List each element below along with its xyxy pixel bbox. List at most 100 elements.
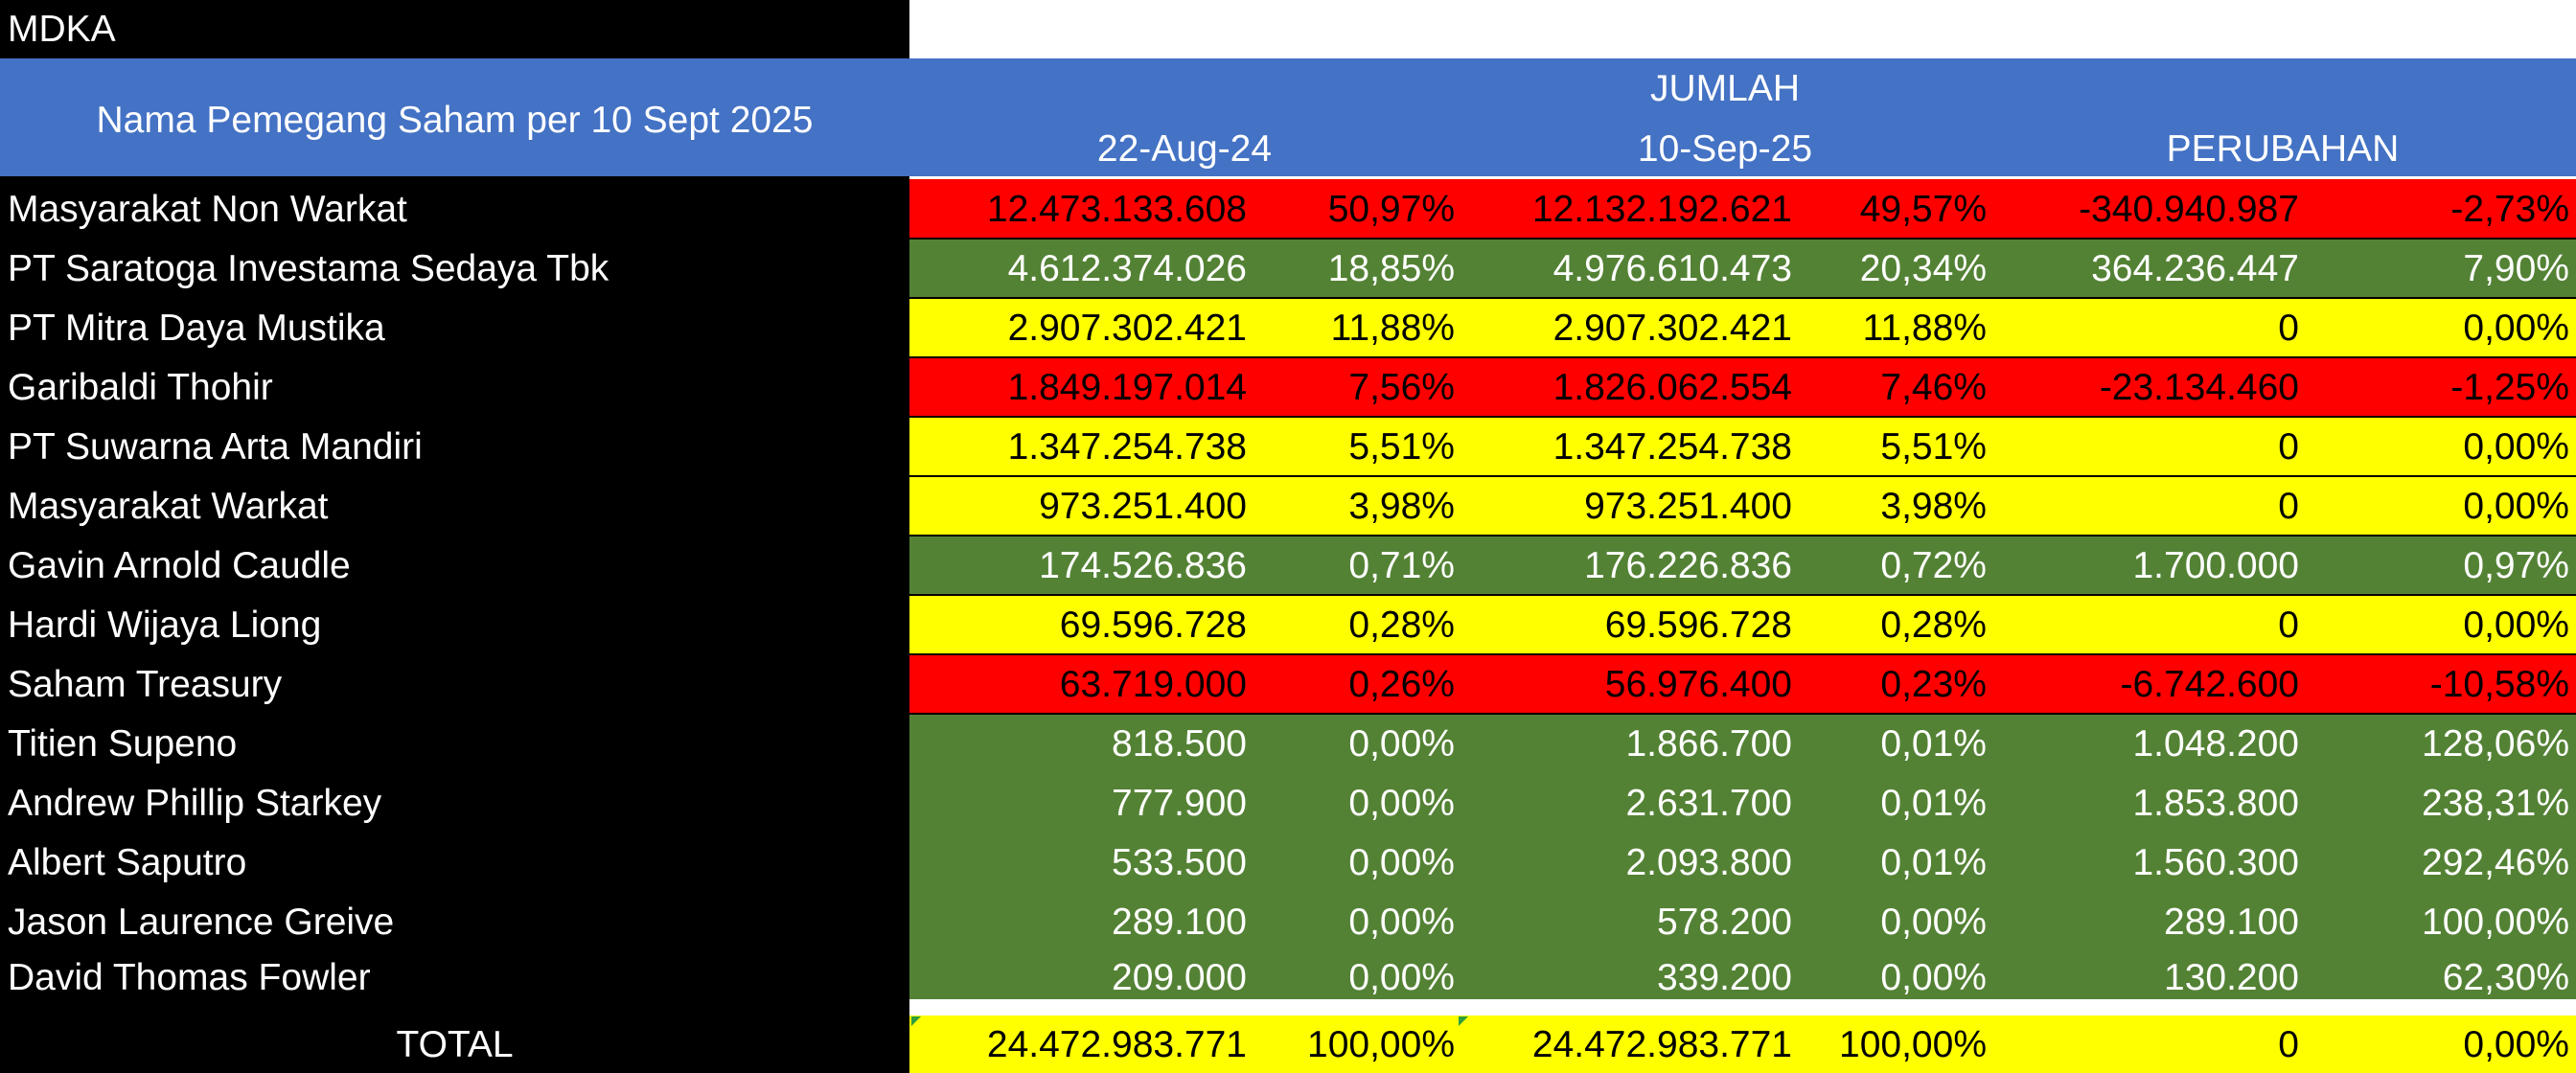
- change-value[interactable]: 0: [2278, 307, 2299, 349]
- change-value[interactable]: -23.134.460: [2099, 366, 2299, 408]
- shareholder-name[interactable]: PT Mitra Daya Mustika: [8, 307, 385, 349]
- pct-2024[interactable]: 5,51%: [1348, 425, 1455, 468]
- pct-2024[interactable]: 18,85%: [1327, 247, 1455, 289]
- pct-2024[interactable]: 0,00%: [1348, 841, 1455, 883]
- change-value[interactable]: 0: [2278, 604, 2299, 646]
- value-2025[interactable]: 2.631.700: [1625, 782, 1792, 824]
- shareholder-name[interactable]: PT Saratoga Investama Sedaya Tbk: [8, 247, 610, 289]
- pct-2025[interactable]: 100,00%: [1839, 1023, 1987, 1065]
- pct-2025[interactable]: 20,34%: [1859, 247, 1987, 289]
- shareholder-name[interactable]: Masyarakat Non Warkat: [8, 188, 407, 230]
- pct-2024[interactable]: 0,00%: [1348, 901, 1455, 943]
- value-2025[interactable]: 24.472.983.771: [1531, 1023, 1792, 1065]
- shareholder-name[interactable]: Masyarakat Warkat: [8, 485, 329, 527]
- change-pct[interactable]: 0,00%: [2463, 307, 2569, 349]
- pct-2025[interactable]: 0,28%: [1880, 604, 1987, 646]
- change-pct[interactable]: 238,31%: [2422, 782, 2569, 824]
- value-2025[interactable]: 2.907.302.421: [1552, 307, 1792, 349]
- pct-2025[interactable]: 0,72%: [1880, 544, 1987, 586]
- shareholder-name[interactable]: Saham Treasury: [8, 663, 283, 705]
- pct-2024[interactable]: 3,98%: [1348, 485, 1455, 527]
- pct-2025[interactable]: 0,00%: [1880, 957, 1987, 998]
- pct-2025[interactable]: 3,98%: [1880, 485, 1987, 527]
- value-2024[interactable]: 174.526.836: [1039, 544, 1247, 586]
- value-2025[interactable]: 1.347.254.738: [1552, 425, 1792, 468]
- change-value[interactable]: 0: [2278, 485, 2299, 527]
- pct-2024[interactable]: 0,26%: [1348, 663, 1455, 705]
- value-2024[interactable]: 533.500: [1112, 841, 1247, 883]
- value-2025[interactable]: 1.866.700: [1625, 722, 1792, 765]
- shareholder-name[interactable]: Garibaldi Thohir: [8, 366, 273, 408]
- value-2024[interactable]: 818.500: [1112, 722, 1247, 765]
- change-value[interactable]: -340.940.987: [2079, 188, 2299, 230]
- value-2024[interactable]: 69.596.728: [1059, 604, 1247, 646]
- shareholder-name[interactable]: Andrew Phillip Starkey: [8, 782, 382, 824]
- change-value[interactable]: -6.742.600: [2120, 663, 2300, 705]
- shareholder-name[interactable]: Jason Laurence Greive: [8, 901, 395, 943]
- change-pct[interactable]: 62,30%: [2442, 957, 2569, 998]
- change-value[interactable]: 0: [2278, 425, 2299, 468]
- shareholder-name[interactable]: Albert Saputro: [8, 841, 247, 883]
- value-2024[interactable]: 63.719.000: [1059, 663, 1247, 705]
- shareholder-name[interactable]: PT Suwarna Arta Mandiri: [8, 425, 423, 468]
- change-pct[interactable]: -2,73%: [2450, 188, 2569, 230]
- value-2025[interactable]: 176.226.836: [1584, 544, 1792, 586]
- value-2024[interactable]: 12.473.133.608: [986, 188, 1247, 230]
- value-2024[interactable]: 2.907.302.421: [1007, 307, 1247, 349]
- change-pct[interactable]: 292,46%: [2422, 841, 2569, 883]
- value-2025[interactable]: 56.976.400: [1604, 663, 1792, 705]
- value-2025[interactable]: 339.200: [1657, 957, 1792, 998]
- value-2025[interactable]: 1.826.062.554: [1552, 366, 1792, 408]
- value-2024[interactable]: 289.100: [1112, 901, 1247, 943]
- change-pct[interactable]: 100,00%: [2422, 901, 2569, 943]
- pct-2024[interactable]: 7,56%: [1348, 366, 1455, 408]
- pct-2025[interactable]: 0,01%: [1880, 722, 1987, 765]
- pct-2024[interactable]: 0,00%: [1348, 957, 1455, 998]
- value-2025[interactable]: 578.200: [1657, 901, 1792, 943]
- change-pct[interactable]: 0,00%: [2463, 604, 2569, 646]
- change-pct[interactable]: 128,06%: [2422, 722, 2569, 765]
- pct-2024[interactable]: 0,00%: [1348, 782, 1455, 824]
- change-value[interactable]: 289.100: [2164, 901, 2299, 943]
- change-pct[interactable]: 0,00%: [2463, 425, 2569, 468]
- value-2024[interactable]: 4.612.374.026: [1007, 247, 1247, 289]
- change-pct[interactable]: 7,90%: [2463, 247, 2569, 289]
- change-value[interactable]: 1.853.800: [2132, 782, 2299, 824]
- value-2025[interactable]: 12.132.192.621: [1531, 188, 1792, 230]
- value-2024[interactable]: 777.900: [1112, 782, 1247, 824]
- pct-2024[interactable]: 0,00%: [1348, 722, 1455, 765]
- value-2025[interactable]: 2.093.800: [1625, 841, 1792, 883]
- pct-2025[interactable]: 5,51%: [1880, 425, 1987, 468]
- change-value[interactable]: 1.048.200: [2132, 722, 2299, 765]
- value-2025[interactable]: 973.251.400: [1584, 485, 1792, 527]
- change-pct[interactable]: 0,97%: [2463, 544, 2569, 586]
- value-2025[interactable]: 69.596.728: [1604, 604, 1792, 646]
- value-2024[interactable]: 1.347.254.738: [1007, 425, 1247, 468]
- pct-2024[interactable]: 0,71%: [1348, 544, 1455, 586]
- pct-2025[interactable]: 7,46%: [1880, 366, 1987, 408]
- pct-2025[interactable]: 0,23%: [1880, 663, 1987, 705]
- shareholder-name[interactable]: Gavin Arnold Caudle: [8, 544, 351, 586]
- change-value[interactable]: 364.236.447: [2091, 247, 2299, 289]
- shareholder-name[interactable]: Hardi Wijaya Liong: [8, 604, 322, 646]
- change-pct[interactable]: 0,00%: [2463, 485, 2569, 527]
- change-value[interactable]: 1.700.000: [2132, 544, 2299, 586]
- shareholder-name[interactable]: Titien Supeno: [8, 722, 238, 765]
- pct-2025[interactable]: 0,00%: [1880, 901, 1987, 943]
- change-value[interactable]: 0: [2278, 1023, 2299, 1065]
- pct-2025[interactable]: 0,01%: [1880, 782, 1987, 824]
- value-2024[interactable]: 24.472.983.771: [986, 1023, 1247, 1065]
- pct-2024[interactable]: 50,97%: [1327, 188, 1455, 230]
- value-2024[interactable]: 1.849.197.014: [1007, 366, 1247, 408]
- pct-2024[interactable]: 11,88%: [1330, 307, 1455, 349]
- value-2024[interactable]: 209.000: [1112, 957, 1247, 998]
- pct-2025[interactable]: 11,88%: [1862, 307, 1987, 349]
- value-2025[interactable]: 4.976.610.473: [1552, 247, 1792, 289]
- change-value[interactable]: 1.560.300: [2132, 841, 2299, 883]
- shareholder-name[interactable]: David Thomas Fowler: [8, 957, 371, 998]
- sheet-label[interactable]: MDKA: [8, 9, 116, 50]
- pct-2025[interactable]: 49,57%: [1859, 188, 1987, 230]
- pct-2024[interactable]: 0,28%: [1348, 604, 1455, 646]
- pct-2025[interactable]: 0,01%: [1880, 841, 1987, 883]
- change-value[interactable]: 130.200: [2164, 957, 2299, 998]
